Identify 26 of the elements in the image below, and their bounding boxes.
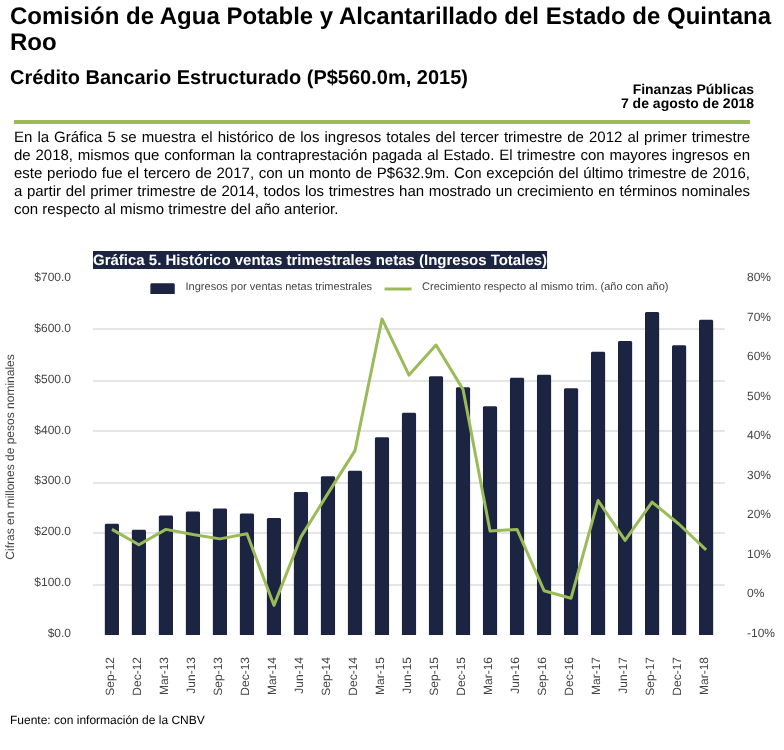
bar [536,374,552,635]
bar [590,351,606,635]
bar [617,341,633,635]
bar [293,492,309,635]
line-series [110,317,708,607]
bar [185,511,201,635]
bar [563,388,579,635]
bar [347,470,363,635]
bar [428,376,444,635]
bar [158,515,173,635]
bar [509,377,525,635]
bar [212,508,228,635]
bar [455,387,471,635]
text: Crédito Bancario Estructurado (P$560.0m, 2015) [10,68,468,90]
bar [239,513,255,635]
bar [482,406,498,635]
bar [401,412,417,635]
bar [374,437,390,635]
bar [645,312,660,635]
bar [131,529,146,635]
bar [266,518,282,635]
bar [104,523,119,635]
chart-subtitle: Comisión de Agua Potable y Alcantarillado del Estado de Quintana Roo [10,2,774,56]
bar [672,345,687,635]
bar [320,476,336,635]
bar [699,319,714,635]
